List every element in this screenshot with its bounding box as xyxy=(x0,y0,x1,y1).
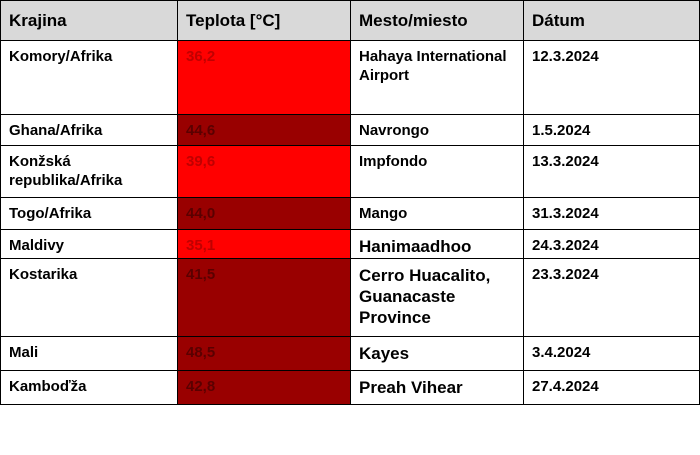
temperature-cell: 44,6 xyxy=(177,114,351,146)
temperature-cell: 39,6 xyxy=(177,145,351,198)
table-cell: Mango xyxy=(350,197,524,230)
table-row: Togo/Afrika 44,0 Mango 31.3.2024 xyxy=(0,197,700,230)
temperature-cell: 35,1 xyxy=(177,229,351,259)
table-row: Konžská republika/Afrika 39,6 Impfondo 13.3… xyxy=(0,145,700,198)
table-cell: Kayes xyxy=(350,336,524,371)
table-cell: 3.4.2024 xyxy=(523,336,700,371)
table-cell: Ghana/Afrika xyxy=(0,114,178,146)
header-cell: Teplota [°C] xyxy=(177,0,351,41)
table-cell: Togo/Afrika xyxy=(0,197,178,230)
table-row: Maldivy 35,1 Hanimaadhoo 24.3.2024 xyxy=(0,229,700,259)
table-cell: Mali xyxy=(0,336,178,371)
temperature-cell: 44,0 xyxy=(177,197,351,230)
table-row: Mali 48,5 Kayes 3.4.2024 xyxy=(0,336,700,371)
table-cell: Hahaya International Airport xyxy=(350,40,524,115)
table-cell: Cerro Huacalito, Guanacaste Province xyxy=(350,258,524,337)
temperature-cell: 36,2 xyxy=(177,40,351,115)
table-cell: Preah Vihear xyxy=(350,370,524,405)
table-row: Kamboďža 42,8 Preah Vihear 27.4.2024 xyxy=(0,370,700,405)
table-body: Komory/Afrika 36,2 Hahaya International Ai… xyxy=(0,40,700,405)
table-cell: Kostarika xyxy=(0,258,178,337)
table-cell: Navrongo xyxy=(350,114,524,146)
table-cell: Komory/Afrika xyxy=(0,40,178,115)
data-table: Krajina Teplota [°C] Mesto/miesto Dátum Kom… xyxy=(0,0,700,405)
table-cell: 12.3.2024 xyxy=(523,40,700,115)
header-cell: Krajina xyxy=(0,0,178,41)
table-cell: Impfondo xyxy=(350,145,524,198)
table-cell: 23.3.2024 xyxy=(523,258,700,337)
header-cell: Dátum xyxy=(523,0,700,41)
table-cell: Konžská republika/Afrika xyxy=(0,145,178,198)
table-cell: 27.4.2024 xyxy=(523,370,700,405)
table-cell: Kamboďža xyxy=(0,370,178,405)
table-row: Kostarika 41,5 Cerro Huacalito, Guanacaste… xyxy=(0,258,700,337)
table-cell: 13.3.2024 xyxy=(523,145,700,198)
temperature-cell: 41,5 xyxy=(177,258,351,337)
table-cell: 1.5.2024 xyxy=(523,114,700,146)
table-row: Komory/Afrika 36,2 Hahaya International Ai… xyxy=(0,40,700,115)
temperature-cell: 42,8 xyxy=(177,370,351,405)
table-cell: 31.3.2024 xyxy=(523,197,700,230)
header-row: Krajina Teplota [°C] Mesto/miesto Dátum xyxy=(0,0,700,41)
table-cell: 24.3.2024 xyxy=(523,229,700,259)
header-cell: Mesto/miesto xyxy=(350,0,524,41)
temperature-cell: 48,5 xyxy=(177,336,351,371)
table-cell: Maldivy xyxy=(0,229,178,259)
table-row: Ghana/Afrika 44,6 Navrongo 1.5.2024 xyxy=(0,114,700,146)
table-cell: Hanimaadhoo xyxy=(350,229,524,259)
